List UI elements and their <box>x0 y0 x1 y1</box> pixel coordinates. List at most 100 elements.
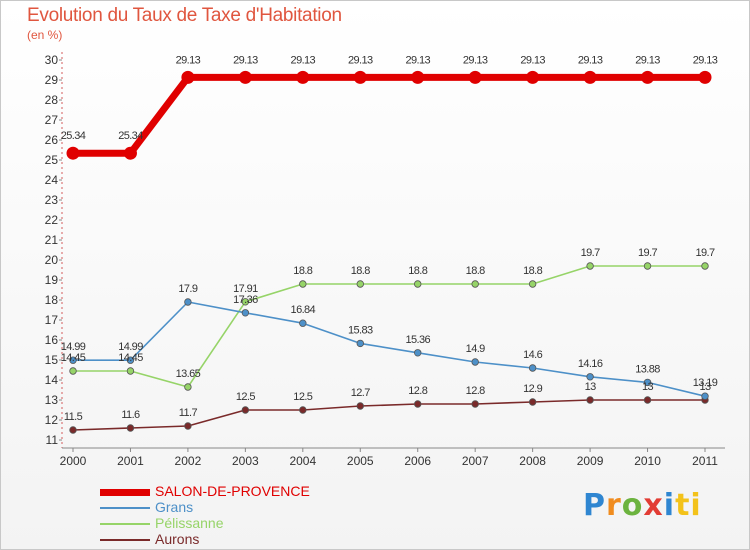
data-point <box>528 364 537 372</box>
data-label: 15.83 <box>348 324 373 336</box>
y-tick-label: 28 <box>45 93 59 107</box>
data-point <box>353 70 367 84</box>
data-point <box>701 392 709 400</box>
data-point <box>528 280 537 288</box>
data-label: 13.19 <box>693 377 718 389</box>
data-point <box>586 373 594 381</box>
logo-letter: P <box>583 488 606 523</box>
data-point <box>586 262 594 270</box>
data-point <box>356 280 364 288</box>
x-tick-label: 2004 <box>289 454 316 468</box>
data-label: 15.36 <box>405 334 430 346</box>
data-label: 25.34 <box>61 130 86 142</box>
data-label: 12.9 <box>523 383 542 395</box>
data-label: 29.13 <box>693 54 718 66</box>
data-label: 19.7 <box>581 247 600 259</box>
data-label: 29.13 <box>405 54 430 66</box>
data-label: 19.7 <box>695 247 714 259</box>
x-tick-label: 2005 <box>347 454 374 468</box>
data-point <box>299 406 307 414</box>
data-point <box>526 70 540 84</box>
y-tick-label: 18 <box>45 293 59 307</box>
data-label: 14.16 <box>578 358 603 370</box>
x-tick-label: 2007 <box>462 454 489 468</box>
x-tick-label: 2011 <box>692 454 718 468</box>
data-label: 13 <box>642 381 654 393</box>
data-label: 13.65 <box>176 368 201 380</box>
data-point <box>69 367 77 375</box>
y-tick-label: 24 <box>45 173 59 187</box>
series-layer <box>66 70 712 434</box>
data-point <box>471 280 479 288</box>
data-label: 12.8 <box>408 385 427 397</box>
data-point <box>184 298 192 306</box>
data-label: 18.8 <box>466 265 485 277</box>
data-point <box>69 356 77 364</box>
data-label: 18.8 <box>351 265 370 277</box>
legend-label: Grans <box>155 499 194 515</box>
data-point <box>299 319 307 327</box>
data-point <box>698 70 712 84</box>
data-label: 29.13 <box>233 54 258 66</box>
series-line-3 <box>72 399 705 431</box>
data-point <box>181 70 195 84</box>
data-point <box>356 402 364 410</box>
y-tick-label: 14 <box>45 373 59 387</box>
data-label: 12.7 <box>351 387 370 399</box>
data-label: 18.8 <box>293 265 312 277</box>
data-label: 19.7 <box>638 247 657 259</box>
logo-letter: ti <box>675 488 702 523</box>
data-label: 14.6 <box>523 349 542 361</box>
logo-letter: o <box>621 488 644 523</box>
data-label: 17.36 <box>233 294 258 306</box>
data-label: 29.13 <box>578 54 603 66</box>
y-tick-label: 17 <box>45 313 59 327</box>
data-point <box>184 422 192 430</box>
x-tick-label: 2009 <box>577 454 604 468</box>
data-point <box>296 70 310 84</box>
data-point <box>123 146 137 160</box>
y-tick-label: 13 <box>45 393 59 407</box>
data-label: 17.91 <box>233 283 258 295</box>
data-point <box>643 396 652 404</box>
y-tick-label: 26 <box>45 133 59 147</box>
data-point <box>701 262 709 270</box>
y-tick-label: 15 <box>45 353 59 367</box>
legend-swatch <box>100 523 150 525</box>
data-label: 18.8 <box>523 265 542 277</box>
y-tick-label: 19 <box>45 273 59 287</box>
data-label: 14.45 <box>118 352 143 364</box>
data-point <box>126 424 135 432</box>
logo-letter: i <box>663 488 676 523</box>
data-point <box>241 406 250 414</box>
data-label: 14.45 <box>61 352 86 364</box>
data-label: 13 <box>585 381 597 393</box>
data-label: 12.5 <box>236 391 255 403</box>
data-point <box>126 356 135 364</box>
data-label: 13.88 <box>635 363 660 375</box>
legend-swatch <box>100 488 150 496</box>
x-tick-label: 2008 <box>519 454 546 468</box>
data-label: 29.13 <box>291 54 316 66</box>
data-label: 29.13 <box>635 54 660 66</box>
series-line-2 <box>73 265 705 388</box>
series-line-0 <box>73 73 705 157</box>
data-point <box>66 146 80 160</box>
data-label: 18.8 <box>408 265 427 277</box>
data-point <box>69 426 77 434</box>
x-tick-label: 2010 <box>634 454 661 468</box>
x-tick-label: 2003 <box>232 454 259 468</box>
logo-letter: r <box>606 488 622 523</box>
data-point <box>241 309 250 317</box>
x-tick-label: 2001 <box>117 454 144 468</box>
data-label: 29.13 <box>520 54 545 66</box>
y-tick-label: 20 <box>45 253 59 267</box>
data-point <box>471 358 479 366</box>
axes: 11 12 13 14 15 16 17 18 19 20 21 22 23 24 25 26 27 28 29 30… <box>45 52 725 468</box>
chart-title: Evolution du Taux de Taxe d'Habitation <box>27 5 342 26</box>
data-point <box>528 398 537 406</box>
data-label: 14.9 <box>466 343 485 355</box>
data-label: 14.99 <box>61 341 86 353</box>
data-point <box>586 396 594 404</box>
